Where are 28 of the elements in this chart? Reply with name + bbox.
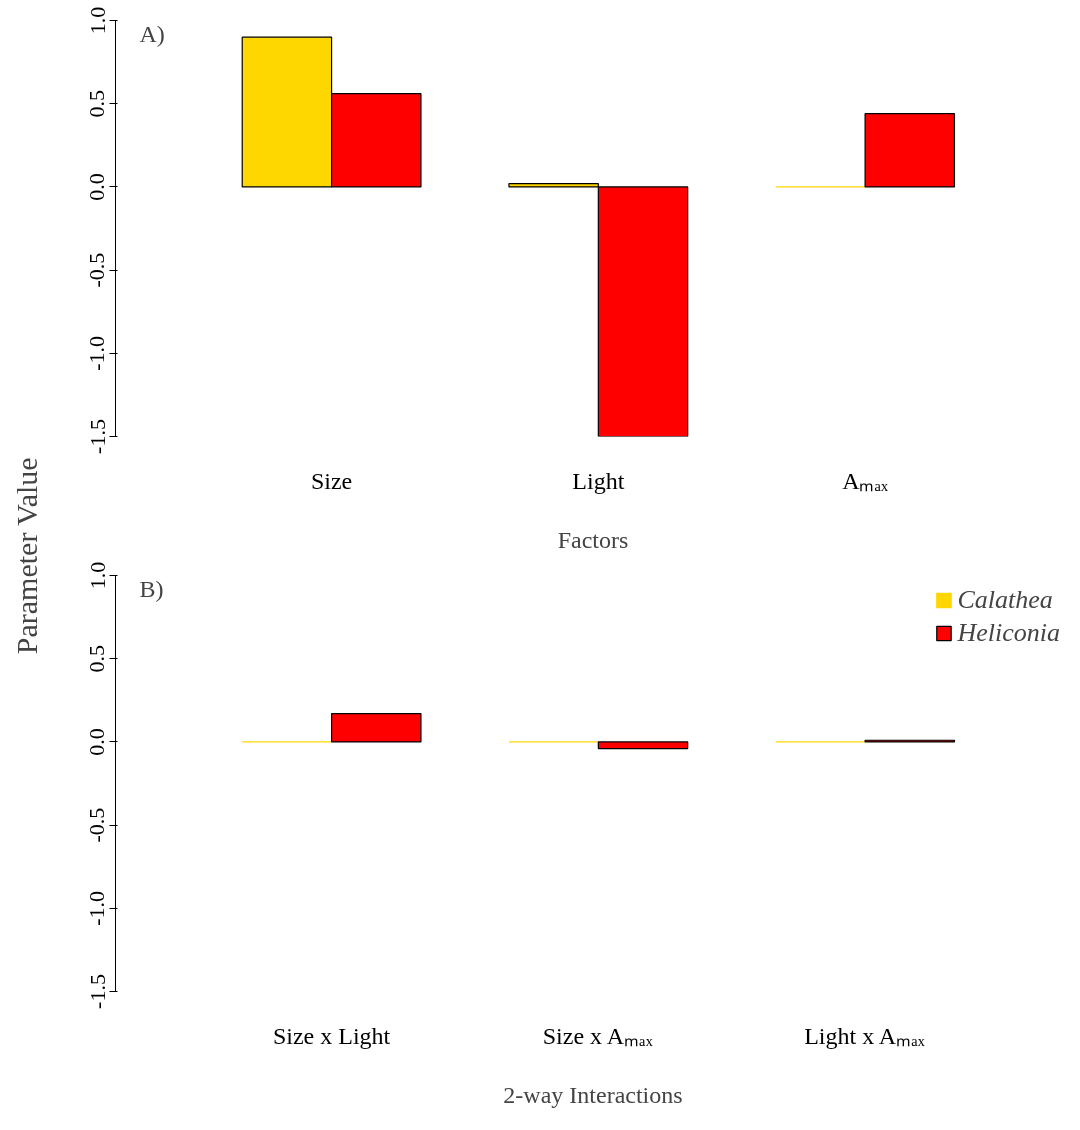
- x-tick-label: Light x Aₘₐₓ: [804, 1022, 925, 1049]
- y-tick-label: 0.0: [84, 728, 110, 756]
- y-tick-label: -0.5: [84, 807, 110, 843]
- legend-label: Heliconia: [957, 618, 1060, 648]
- y-axis-title: Parameter Value: [10, 457, 43, 655]
- y-tick-label: 1.0: [84, 6, 110, 35]
- y-tick-label: -1.5: [84, 974, 110, 1009]
- x-axis-title: Factors: [557, 526, 629, 553]
- x-tick-label: Size: [310, 467, 353, 494]
- y-tick-label: 0.5: [84, 644, 110, 673]
- y-tick-label: -1.0: [84, 335, 110, 371]
- x-tick-label: Size x Aₘₐₓ: [542, 1022, 653, 1049]
- x-tick-label: Size x Light: [272, 1022, 391, 1049]
- legend-label: Calathea: [957, 585, 1053, 615]
- y-tick-label: 0.0: [84, 173, 110, 201]
- x-axis-title: 2-way Interactions: [503, 1081, 683, 1108]
- y-tick-label: 1.0: [84, 561, 110, 590]
- text: B): [139, 575, 164, 602]
- y-tick-label: -0.5: [84, 252, 110, 288]
- y-tick-label: 0.5: [84, 89, 110, 118]
- y-tick-label: -1.5: [84, 419, 110, 454]
- x-tick-label: Light: [572, 467, 625, 494]
- bar: [864, 113, 956, 188]
- x-tick-label: Aₘₐₓ: [842, 467, 889, 494]
- text: A): [139, 20, 165, 47]
- bar: [330, 713, 422, 743]
- y-tick-label: -1.0: [84, 890, 110, 926]
- bar: [597, 741, 689, 750]
